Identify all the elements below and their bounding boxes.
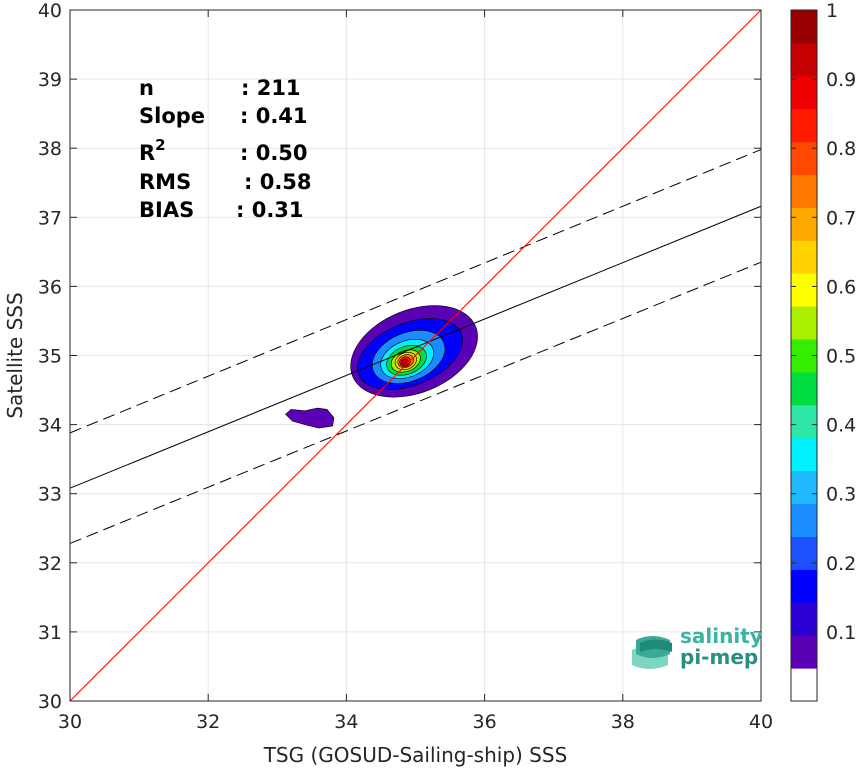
colorbar-segment bbox=[791, 635, 817, 669]
density-contour-minor bbox=[285, 407, 335, 429]
stats-annotation: n : 211 Slope : 0.41 R2 : 0.50 RMS : 0.58 BIAS : … bbox=[139, 76, 312, 222]
regression-line bbox=[69, 205, 762, 489]
x-tick-label: 30 bbox=[58, 711, 82, 733]
y-tick-label: 30 bbox=[38, 691, 62, 713]
y-axis-label: Satellite SSS bbox=[3, 292, 27, 418]
axis-ticks: 30 32 34 36 38 40 30 31 32 33 34 35 36 37 38 39 40 bbox=[38, 0, 773, 733]
x-tick-label: 32 bbox=[196, 711, 220, 733]
colorbar-tick-label: 0.9 bbox=[826, 69, 856, 91]
colorbar-tick-label: 1 bbox=[826, 0, 838, 22]
colorbar-segment bbox=[791, 306, 817, 340]
stat-label: n bbox=[139, 76, 154, 100]
salinity-pi-mep-logo: pi-mep salinity bbox=[632, 624, 763, 669]
colorbar-segment bbox=[791, 569, 817, 603]
x-tick-label: 40 bbox=[749, 711, 773, 733]
colorbar-tick-label: 0.6 bbox=[826, 276, 856, 298]
stat-label: Slope bbox=[139, 104, 205, 128]
colorbar-segment bbox=[791, 404, 817, 439]
stat-label: BIAS bbox=[139, 198, 194, 222]
colorbar-segment bbox=[791, 273, 817, 307]
y-tick-label: 33 bbox=[38, 484, 62, 506]
y-tick-label: 39 bbox=[38, 69, 62, 91]
y-tick-label: 38 bbox=[38, 138, 62, 160]
stat-label: RMS bbox=[139, 170, 191, 194]
colorbar-tick-label: 0.1 bbox=[826, 622, 856, 644]
x-axis-label: TSG (GOSUD-Sailing-ship) SSS bbox=[263, 743, 568, 767]
colorbar-segment bbox=[791, 174, 817, 208]
y-tick-label: 40 bbox=[38, 0, 62, 22]
colorbar-segment bbox=[791, 240, 817, 274]
colorbar-tick-label: 0.7 bbox=[826, 207, 856, 229]
colorbar-segment bbox=[791, 503, 817, 537]
colorbar-segment bbox=[791, 371, 817, 406]
stat-value: : 0.31 bbox=[236, 198, 304, 222]
colorbar-tick-label: 0.4 bbox=[826, 415, 856, 437]
colorbar-segment bbox=[791, 10, 817, 44]
colorbar-tick-label: 0.3 bbox=[826, 484, 856, 506]
stat-value: : 0.50 bbox=[240, 141, 308, 165]
identity-line bbox=[69, 9, 762, 702]
y-tick-label: 37 bbox=[38, 207, 62, 229]
stat-value: : 0.58 bbox=[244, 170, 312, 194]
wave-logo-icon bbox=[632, 636, 672, 669]
colorbar-segment bbox=[791, 470, 817, 505]
colorbar-segment bbox=[791, 668, 817, 702]
colorbar-tick-label: 0.5 bbox=[826, 346, 856, 368]
y-tick-label: 34 bbox=[38, 415, 62, 437]
colorbar-segment bbox=[791, 536, 817, 570]
y-tick-label: 36 bbox=[38, 276, 62, 298]
colorbar-segment bbox=[791, 42, 817, 77]
x-tick-label: 36 bbox=[473, 711, 497, 733]
y-tick-label: 32 bbox=[38, 553, 62, 575]
lower-bound-line bbox=[69, 261, 762, 544]
y-tick-label: 35 bbox=[38, 346, 62, 368]
colorbar-segment bbox=[791, 75, 817, 110]
y-tick-label: 31 bbox=[38, 622, 62, 644]
colorbar-segment bbox=[791, 602, 817, 636]
stat-value: : 211 bbox=[241, 76, 301, 100]
colorbar-segment bbox=[791, 437, 817, 472]
colorbar-tick-label: 0.2 bbox=[826, 553, 856, 575]
x-tick-label: 38 bbox=[611, 711, 635, 733]
upper-bound-line bbox=[69, 149, 762, 434]
logo-line2: pi-mep bbox=[680, 645, 758, 669]
fit-lines bbox=[69, 9, 762, 702]
stat-label: R2 bbox=[139, 136, 166, 165]
colorbar-tick-label: 0.8 bbox=[826, 138, 856, 160]
colorbar-segment bbox=[791, 207, 817, 241]
logo-line1: salinity bbox=[680, 624, 763, 648]
x-tick-label: 34 bbox=[334, 711, 358, 733]
colorbar-segment bbox=[791, 141, 817, 176]
stat-value: : 0.41 bbox=[240, 104, 308, 128]
colorbar: 0.1 0.2 0.3 0.4 0.5 0.6 0.7 0.8 0.9 1 bbox=[790, 0, 856, 702]
colorbar-segment bbox=[791, 108, 817, 143]
stat-label-superscript: 2 bbox=[155, 136, 165, 154]
